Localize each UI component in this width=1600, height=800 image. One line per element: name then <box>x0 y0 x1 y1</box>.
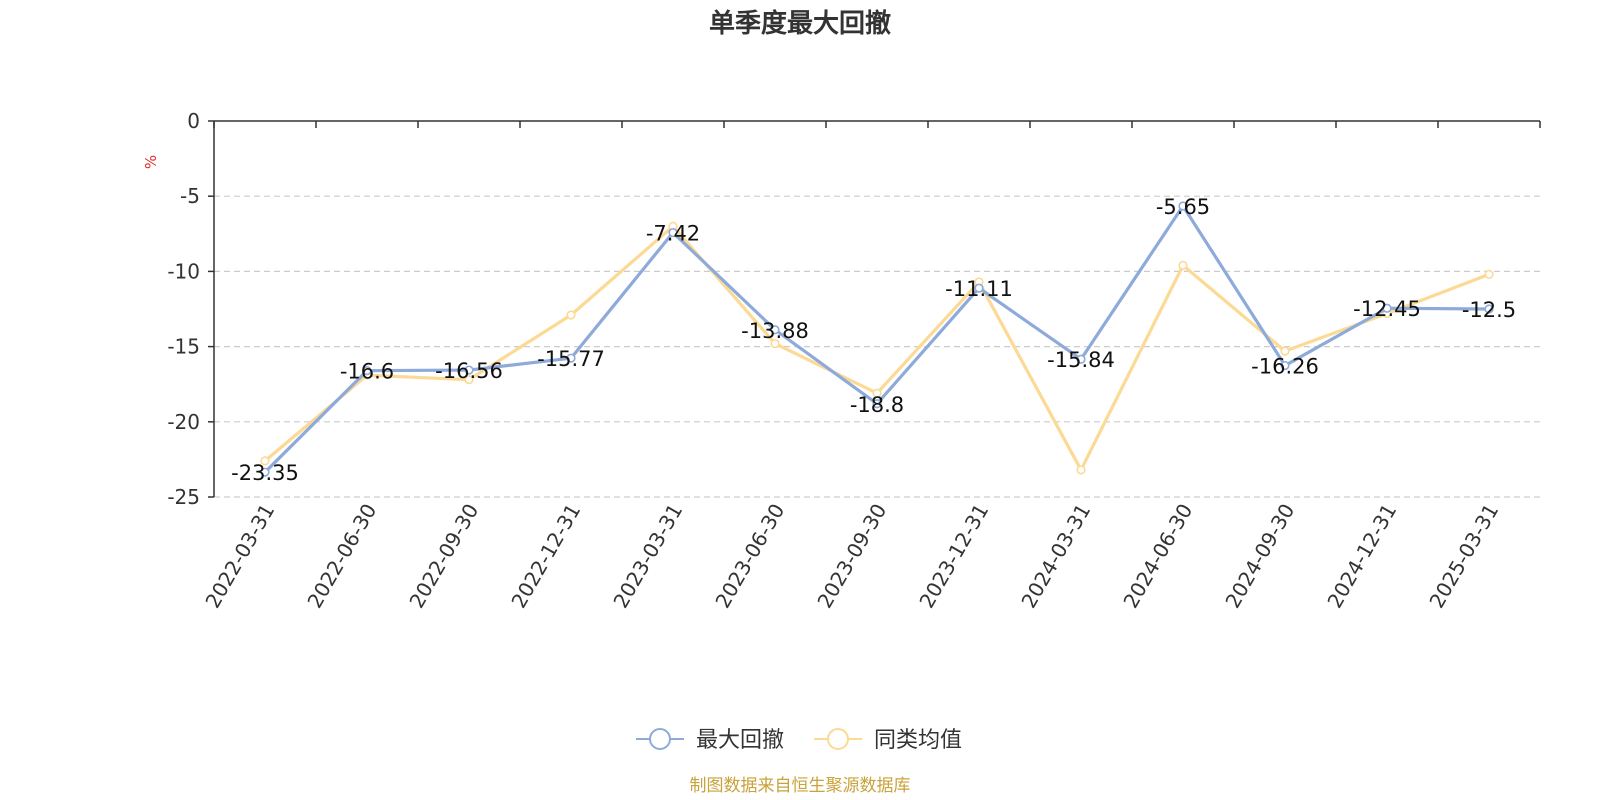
x-tick-label: 2023-09-30 <box>812 500 891 613</box>
legend-label: 最大回撤 <box>696 728 784 753</box>
x-tick-label: 2022-03-31 <box>200 500 279 613</box>
series-layer <box>260 201 1494 477</box>
series-line <box>263 204 1490 474</box>
series-point <box>566 310 576 320</box>
x-tick-label: 2023-06-30 <box>710 500 789 613</box>
y-axis-unit: % <box>142 155 160 169</box>
series-point <box>1076 354 1086 364</box>
y-tick-label: -10 <box>167 259 200 283</box>
series-point <box>1484 269 1494 280</box>
series-point <box>1382 303 1392 313</box>
data-label: -13.88 <box>741 319 809 343</box>
legend: 最大回撤 同类均值 <box>636 728 962 753</box>
x-tick-label: 2025-03-31 <box>1424 500 1503 613</box>
series-point <box>1484 304 1494 314</box>
y-tick-label: -25 <box>167 485 200 509</box>
x-tick-label: 2024-03-31 <box>1016 500 1095 613</box>
data-label: -16.56 <box>435 359 503 383</box>
series-point <box>566 353 576 363</box>
series-point <box>1076 465 1086 475</box>
series-point <box>974 283 984 293</box>
x-tick-label: 2022-06-30 <box>302 500 381 613</box>
x-tick-label: 2022-09-30 <box>404 500 483 613</box>
data-label: -5.65 <box>1156 195 1210 219</box>
data-label: -18.8 <box>850 393 904 417</box>
source-note: 制图数据来自恒生聚源数据库 <box>690 776 911 796</box>
data-label: -7.42 <box>646 222 700 246</box>
data-labels: -23.35 -16.6 -16.56 -15.77 -7.42 -13.88 -18.8 -… <box>231 195 1516 485</box>
data-label: -16.6 <box>340 360 394 384</box>
x-tick-label: 2023-12-31 <box>914 500 993 613</box>
series-point <box>464 375 474 385</box>
x-tick-label: 2024-09-30 <box>1220 500 1299 613</box>
series-point <box>362 366 372 376</box>
series-point <box>260 456 270 466</box>
y-tick-label: -20 <box>167 410 200 434</box>
series-point <box>1280 360 1290 371</box>
x-tick-label: 2023-03-31 <box>608 500 687 613</box>
series-point <box>1178 260 1188 270</box>
legend-label: 同类均值 <box>874 728 962 753</box>
data-label: -15.84 <box>1047 348 1115 372</box>
series-point <box>770 325 780 335</box>
data-label: -15.77 <box>537 347 605 371</box>
series-point <box>1280 346 1290 356</box>
x-tick-label: 2022-12-31 <box>506 500 585 613</box>
series-point <box>872 399 882 409</box>
legend-marker <box>649 728 671 750</box>
grid-lines <box>214 195 1540 498</box>
data-label: -23.35 <box>231 461 299 485</box>
chart-title: 单季度最大回撤 <box>709 8 891 39</box>
x-tick-label: 2024-06-30 <box>1118 500 1197 613</box>
series-point <box>872 388 882 398</box>
y-tick-label: -5 <box>180 184 200 208</box>
data-label: -16.26 <box>1251 355 1319 379</box>
y-tick-label: -15 <box>167 335 200 359</box>
series-point <box>464 365 474 375</box>
x-tick-label: 2024-12-31 <box>1322 500 1401 613</box>
legend-marker <box>827 728 849 750</box>
data-label: -12.45 <box>1353 297 1421 321</box>
series-point <box>668 227 678 238</box>
series-point <box>770 338 780 349</box>
data-label: -11.11 <box>945 277 1013 301</box>
series-line <box>263 224 1490 472</box>
series-point <box>260 467 270 477</box>
y-tick-label: 0 <box>187 109 200 133</box>
data-label: -12.5 <box>1462 298 1516 322</box>
series-point <box>1178 201 1188 211</box>
